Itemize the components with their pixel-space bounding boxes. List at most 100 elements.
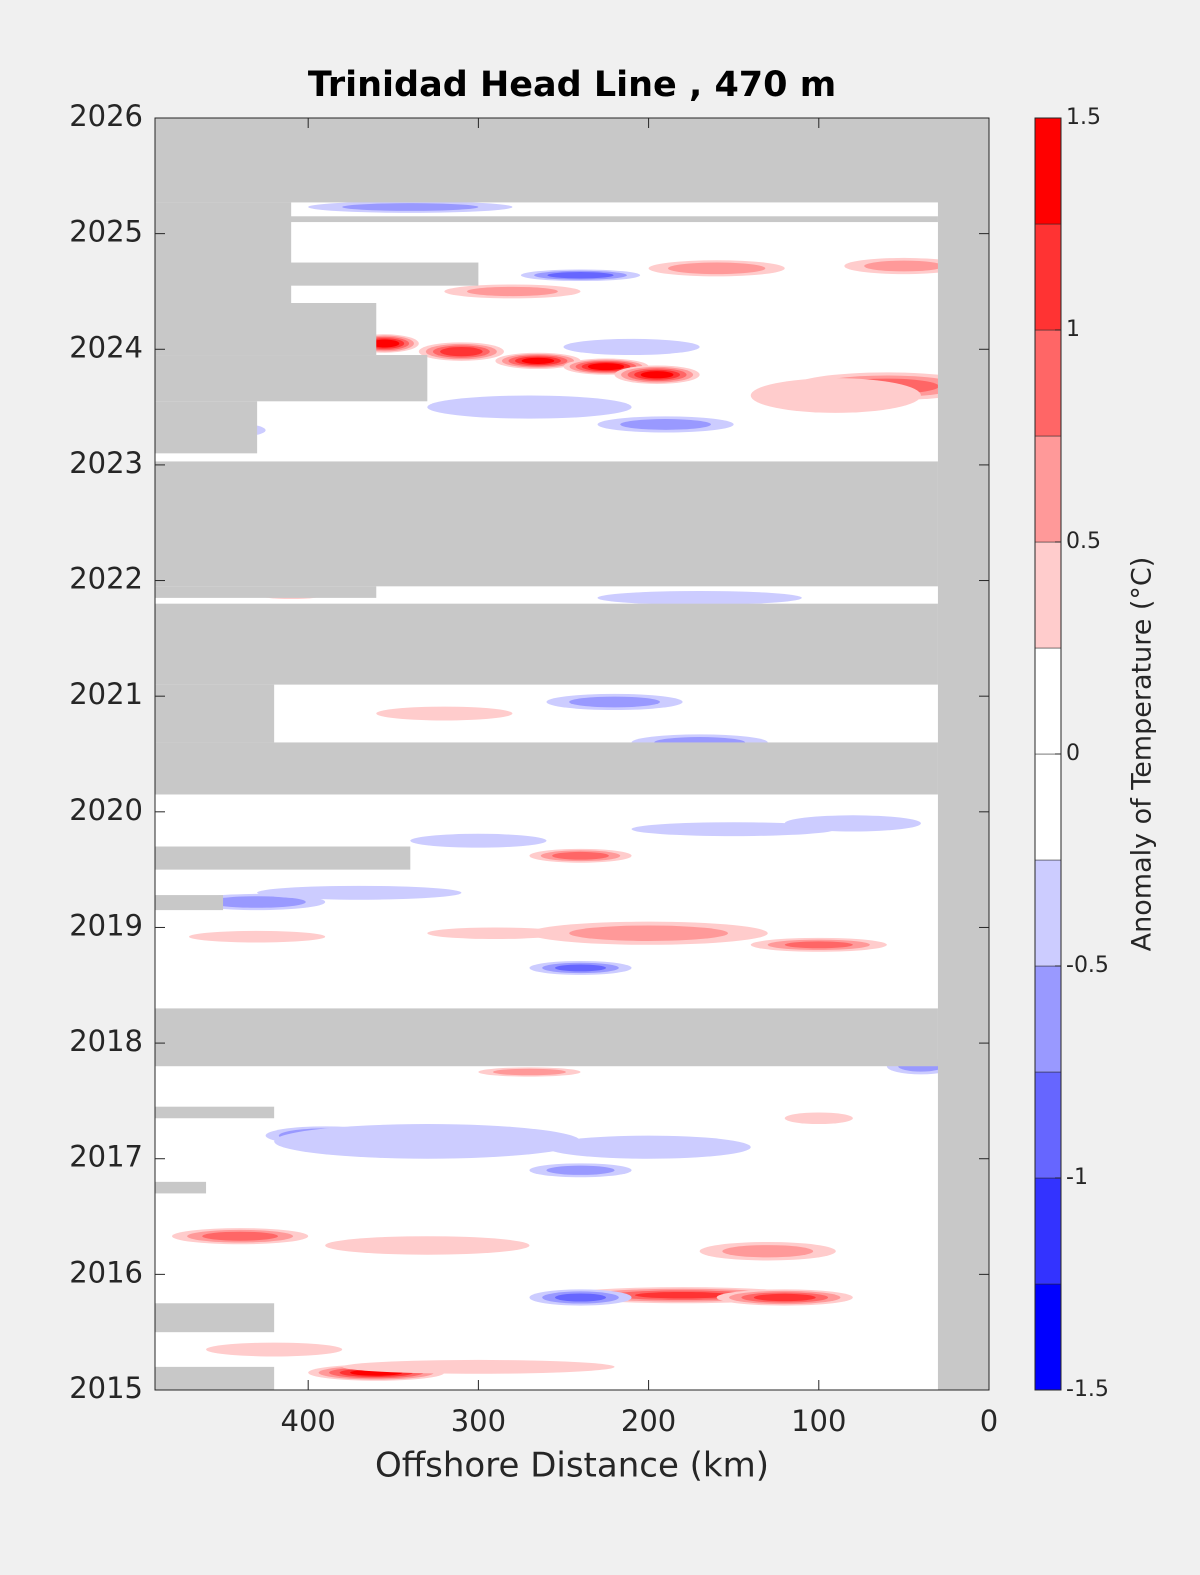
y-tick-label: 2015 [69,1371,143,1405]
colorbar-band [1034,647,1062,755]
missing-data [155,586,377,598]
field [155,118,989,1390]
anomaly-patch [370,339,400,348]
colorbar-tick-label: -0.5 [1066,953,1109,978]
colorbar-label: Anomaly of Temperature (°C) [1127,557,1158,952]
missing-data [155,1008,938,1067]
anomaly-patch [631,822,836,837]
y-tick-label: 2025 [69,215,143,249]
y-tick-label: 2017 [69,1140,143,1174]
anomaly-patch [554,964,607,972]
missing-data [155,401,258,454]
y-tick-label: 2026 [69,99,143,133]
colorbar-band [1034,753,1062,861]
missing-data [155,1106,275,1119]
axes-box [154,117,990,1391]
colorbar-band [1034,859,1062,967]
colorbar-band [1034,1071,1062,1179]
missing-data [155,262,479,286]
x-tick-label: 400 [281,1404,336,1438]
anomaly-patch [410,833,547,848]
anomaly-patch [668,262,766,275]
colorbar-tick-label: 1.5 [1066,105,1101,130]
anomaly-patch [492,1068,566,1076]
x-tick-label: 100 [791,1404,846,1438]
colorbar-band [1034,1283,1062,1391]
anomaly-patch [427,395,632,419]
anomaly-patch [208,896,306,908]
missing-data [155,603,938,685]
anomaly-patch [569,925,729,941]
anomaly-patch [597,590,802,605]
missing-data [155,846,411,870]
colorbar-band [1034,329,1062,437]
y-tick-label: 2018 [69,1024,143,1058]
y-tick-label: 2024 [69,330,143,364]
colorbar-tick-label: 0 [1066,741,1080,766]
anomaly-patch [552,851,609,860]
missing-data [155,303,377,356]
anomaly-patch [784,941,853,949]
anomaly-patch [325,1236,530,1255]
missing-data [155,216,938,223]
y-tick-label: 2020 [69,793,143,827]
x-axis-label: Offshore Distance (km) [375,1446,769,1486]
anomaly-patch [257,885,462,900]
x-tick-label: 0 [980,1404,998,1438]
missing-data [155,742,938,795]
missing-data [155,202,292,304]
anomaly-patch [569,696,660,708]
colorbar-band [1034,1177,1062,1285]
colorbar-tick-label: -1 [1066,1165,1088,1190]
anomaly-patch [342,1359,615,1374]
y-tick-label: 2019 [69,908,143,942]
colorbar-tick-label: 1 [1066,317,1080,342]
missing-data [155,1303,275,1333]
x-tick-label: 300 [451,1404,506,1438]
chart-title: Trinidad Head Line , 470 m [308,65,836,105]
colorbar-band [1034,117,1062,225]
y-tick-label: 2023 [69,446,143,480]
colorbar-tick-label: -1.5 [1066,1377,1109,1402]
anomaly-patch [620,419,711,430]
missing-data [155,118,989,203]
anomaly-patch [342,203,479,211]
anomaly-patch [440,346,483,357]
missing-data [155,1366,275,1390]
colorbar-band [1034,435,1062,543]
colorbar-band [1034,965,1062,1073]
anomaly-patch [427,927,564,940]
anomaly-patch [206,1342,343,1357]
colorbar-band [1034,223,1062,331]
colorbar-tick-label: 0.5 [1066,529,1101,554]
missing-data [155,895,224,911]
anomaly-patch [750,378,921,413]
anomaly-patch [640,371,674,379]
missing-data [155,684,275,743]
missing-data [155,461,938,587]
missing-data [937,118,989,1390]
missing-data [155,1181,207,1194]
anomaly-patch [521,357,555,364]
anomaly-patch [376,706,513,721]
colorbar-band [1034,541,1062,649]
anomaly-patch [467,286,558,297]
anomaly-patch [722,1245,814,1258]
anomaly-patch [546,1135,751,1159]
axes: 2015 2016 2017 2018 2019 2020 2021 2022 2023 2024… [69,99,998,1438]
anomaly-patch [202,1231,278,1241]
x-tick-label: 200 [621,1404,676,1438]
anomaly-patch [189,930,326,943]
y-tick-label: 2021 [69,677,143,711]
y-tick-label: 2016 [69,1255,143,1289]
anomaly-patch [587,363,625,371]
anomaly-patch [864,260,944,272]
anomaly-patch [784,1112,853,1125]
anomaly-patch [554,1293,607,1302]
missing-data [155,355,428,402]
anomaly-patch [274,1124,581,1159]
anomaly-patch [546,1165,615,1175]
y-tick-label: 2022 [69,562,143,596]
